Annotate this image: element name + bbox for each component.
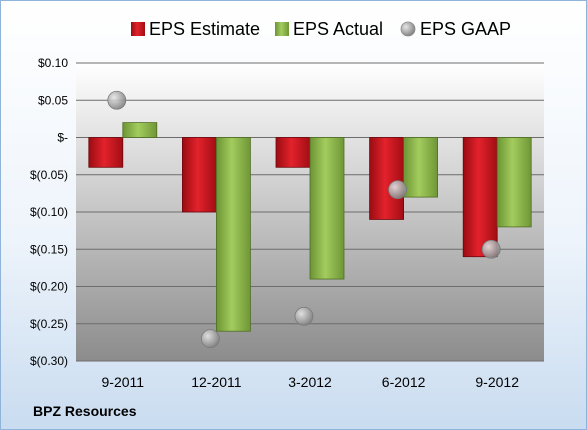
bar-eps-estimate-9-2012 [462, 137, 498, 258]
y-tick-label: $0.05 [38, 93, 68, 107]
bar-eps-actual-3-2012 [309, 137, 345, 280]
y-tick-label: $(0.30) [30, 354, 68, 368]
bar-eps-actual-12-2011 [215, 137, 251, 332]
y-tick-label: $0.10 [38, 56, 68, 70]
legend-label-eps-estimate: EPS Estimate [149, 19, 260, 39]
point-eps-gaap-6-2012 [388, 180, 408, 200]
legend-item-eps-actual: EPS Actual [275, 19, 383, 39]
y-tick-label: $(0.20) [30, 280, 68, 294]
bar-eps-actual-6-2012 [403, 137, 439, 198]
bars [88, 122, 532, 332]
legend-swatch-eps-actual [275, 22, 289, 36]
x-axis-ticks: 9-2011 12-2011 3-2012 6-2012 9-2012 [102, 374, 520, 390]
x-tick-label: 9-2012 [475, 374, 519, 390]
legend: EPS Estimate EPS Actual EPS GAAP [131, 19, 511, 39]
y-tick-label: $(0.25) [30, 317, 68, 331]
x-tick-label: 6-2012 [382, 374, 426, 390]
y-tick-label: $(0.05) [30, 168, 68, 182]
bar-eps-estimate-9-2011 [88, 137, 124, 168]
point-eps-gaap-12-2011 [200, 329, 220, 349]
x-tick-label: 9-2011 [102, 374, 145, 390]
y-tick-label: $- [57, 131, 68, 145]
bar-eps-actual-9-2011 [122, 122, 158, 138]
legend-item-eps-estimate: EPS Estimate [131, 19, 260, 39]
bar-eps-estimate-12-2011 [181, 137, 217, 213]
legend-item-eps-gaap: EPS GAAP [400, 19, 511, 39]
legend-marker-eps-gaap [400, 21, 416, 37]
point-eps-gaap-9-2012 [481, 239, 501, 259]
point-eps-gaap-9-2011 [107, 90, 127, 110]
x-tick-label: 12-2011 [191, 374, 242, 390]
y-tick-label: $(0.15) [30, 242, 68, 256]
legend-swatch-eps-estimate [131, 22, 145, 36]
gaap-points [107, 90, 501, 349]
x-tick-label: 3-2012 [288, 374, 332, 390]
bar-eps-estimate-3-2012 [275, 137, 311, 168]
point-eps-gaap-3-2012 [294, 306, 314, 326]
bar-eps-actual-9-2012 [496, 137, 532, 228]
y-axis-ticks: $0.10 $0.05 $- $(0.05) $(0.10) $(0.15) $(0.20)… [30, 56, 68, 368]
legend-label-eps-gaap: EPS GAAP [420, 19, 511, 39]
company-name: BPZ Resources [33, 403, 137, 419]
legend-label-eps-actual: EPS Actual [293, 19, 383, 39]
bar-eps-estimate-6-2012 [369, 137, 405, 220]
y-tick-label: $(0.10) [30, 205, 68, 219]
